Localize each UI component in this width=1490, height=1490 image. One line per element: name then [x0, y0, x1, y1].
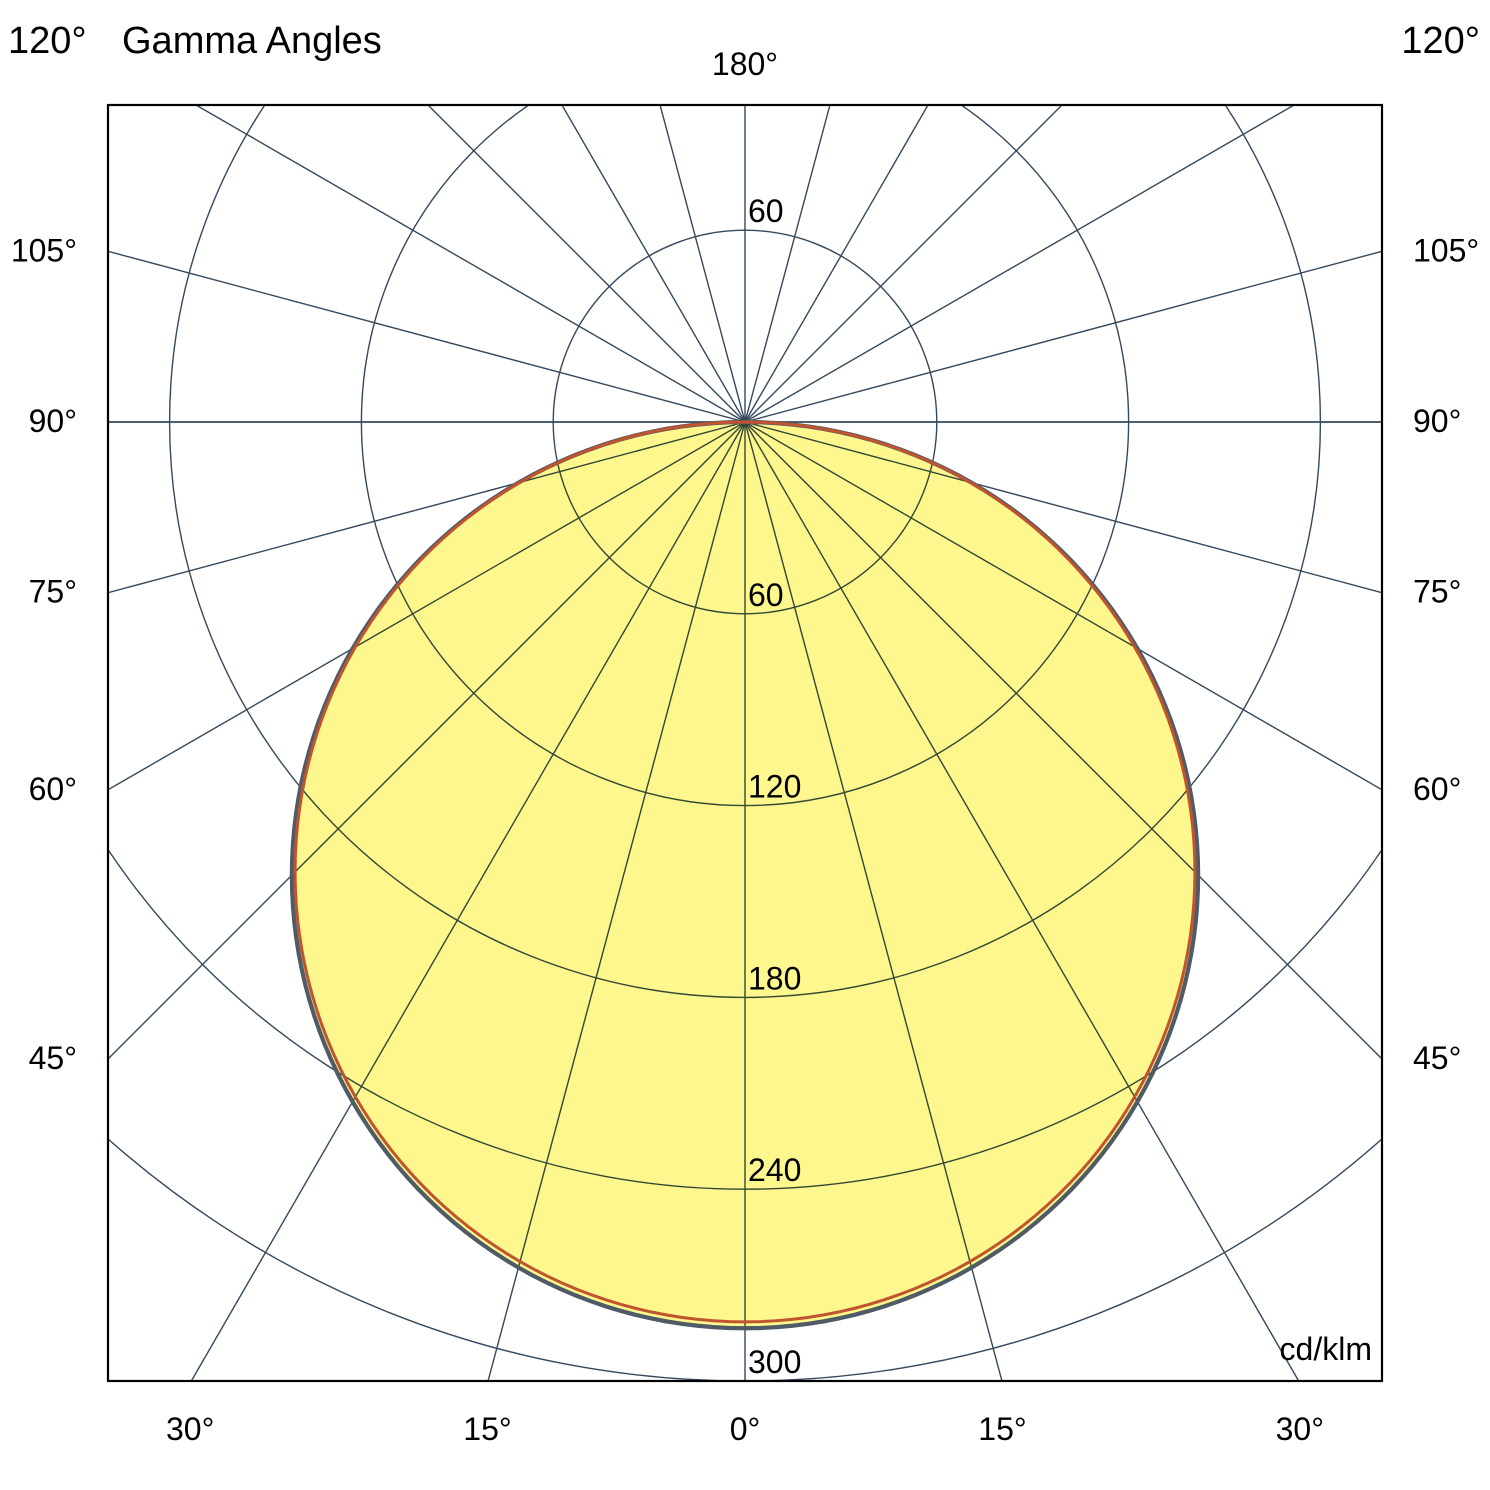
- svg-text:120°: 120°: [8, 20, 87, 62]
- svg-text:90°: 90°: [29, 403, 77, 439]
- svg-text:0°: 0°: [730, 1411, 761, 1447]
- svg-text:120: 120: [748, 769, 801, 805]
- svg-text:60: 60: [748, 193, 784, 229]
- svg-text:60°: 60°: [1413, 771, 1461, 807]
- svg-text:180°: 180°: [712, 46, 778, 82]
- svg-text:30°: 30°: [166, 1411, 214, 1447]
- svg-text:Gamma Angles: Gamma Angles: [122, 20, 382, 62]
- svg-text:105°: 105°: [11, 232, 77, 268]
- svg-text:300: 300: [748, 1344, 801, 1380]
- svg-text:75°: 75°: [29, 574, 77, 610]
- svg-text:90°: 90°: [1413, 403, 1461, 439]
- svg-text:60: 60: [748, 577, 784, 613]
- svg-text:15°: 15°: [463, 1411, 511, 1447]
- svg-text:30°: 30°: [1276, 1411, 1324, 1447]
- svg-text:75°: 75°: [1413, 574, 1461, 610]
- svg-text:60°: 60°: [29, 771, 77, 807]
- svg-text:105°: 105°: [1413, 232, 1479, 268]
- svg-text:45°: 45°: [29, 1040, 77, 1076]
- svg-text:240: 240: [748, 1152, 801, 1188]
- svg-text:180: 180: [748, 960, 801, 996]
- svg-text:45°: 45°: [1413, 1040, 1461, 1076]
- svg-text:cd/klm: cd/klm: [1280, 1331, 1372, 1367]
- svg-text:15°: 15°: [978, 1411, 1026, 1447]
- svg-text:120°: 120°: [1401, 20, 1480, 62]
